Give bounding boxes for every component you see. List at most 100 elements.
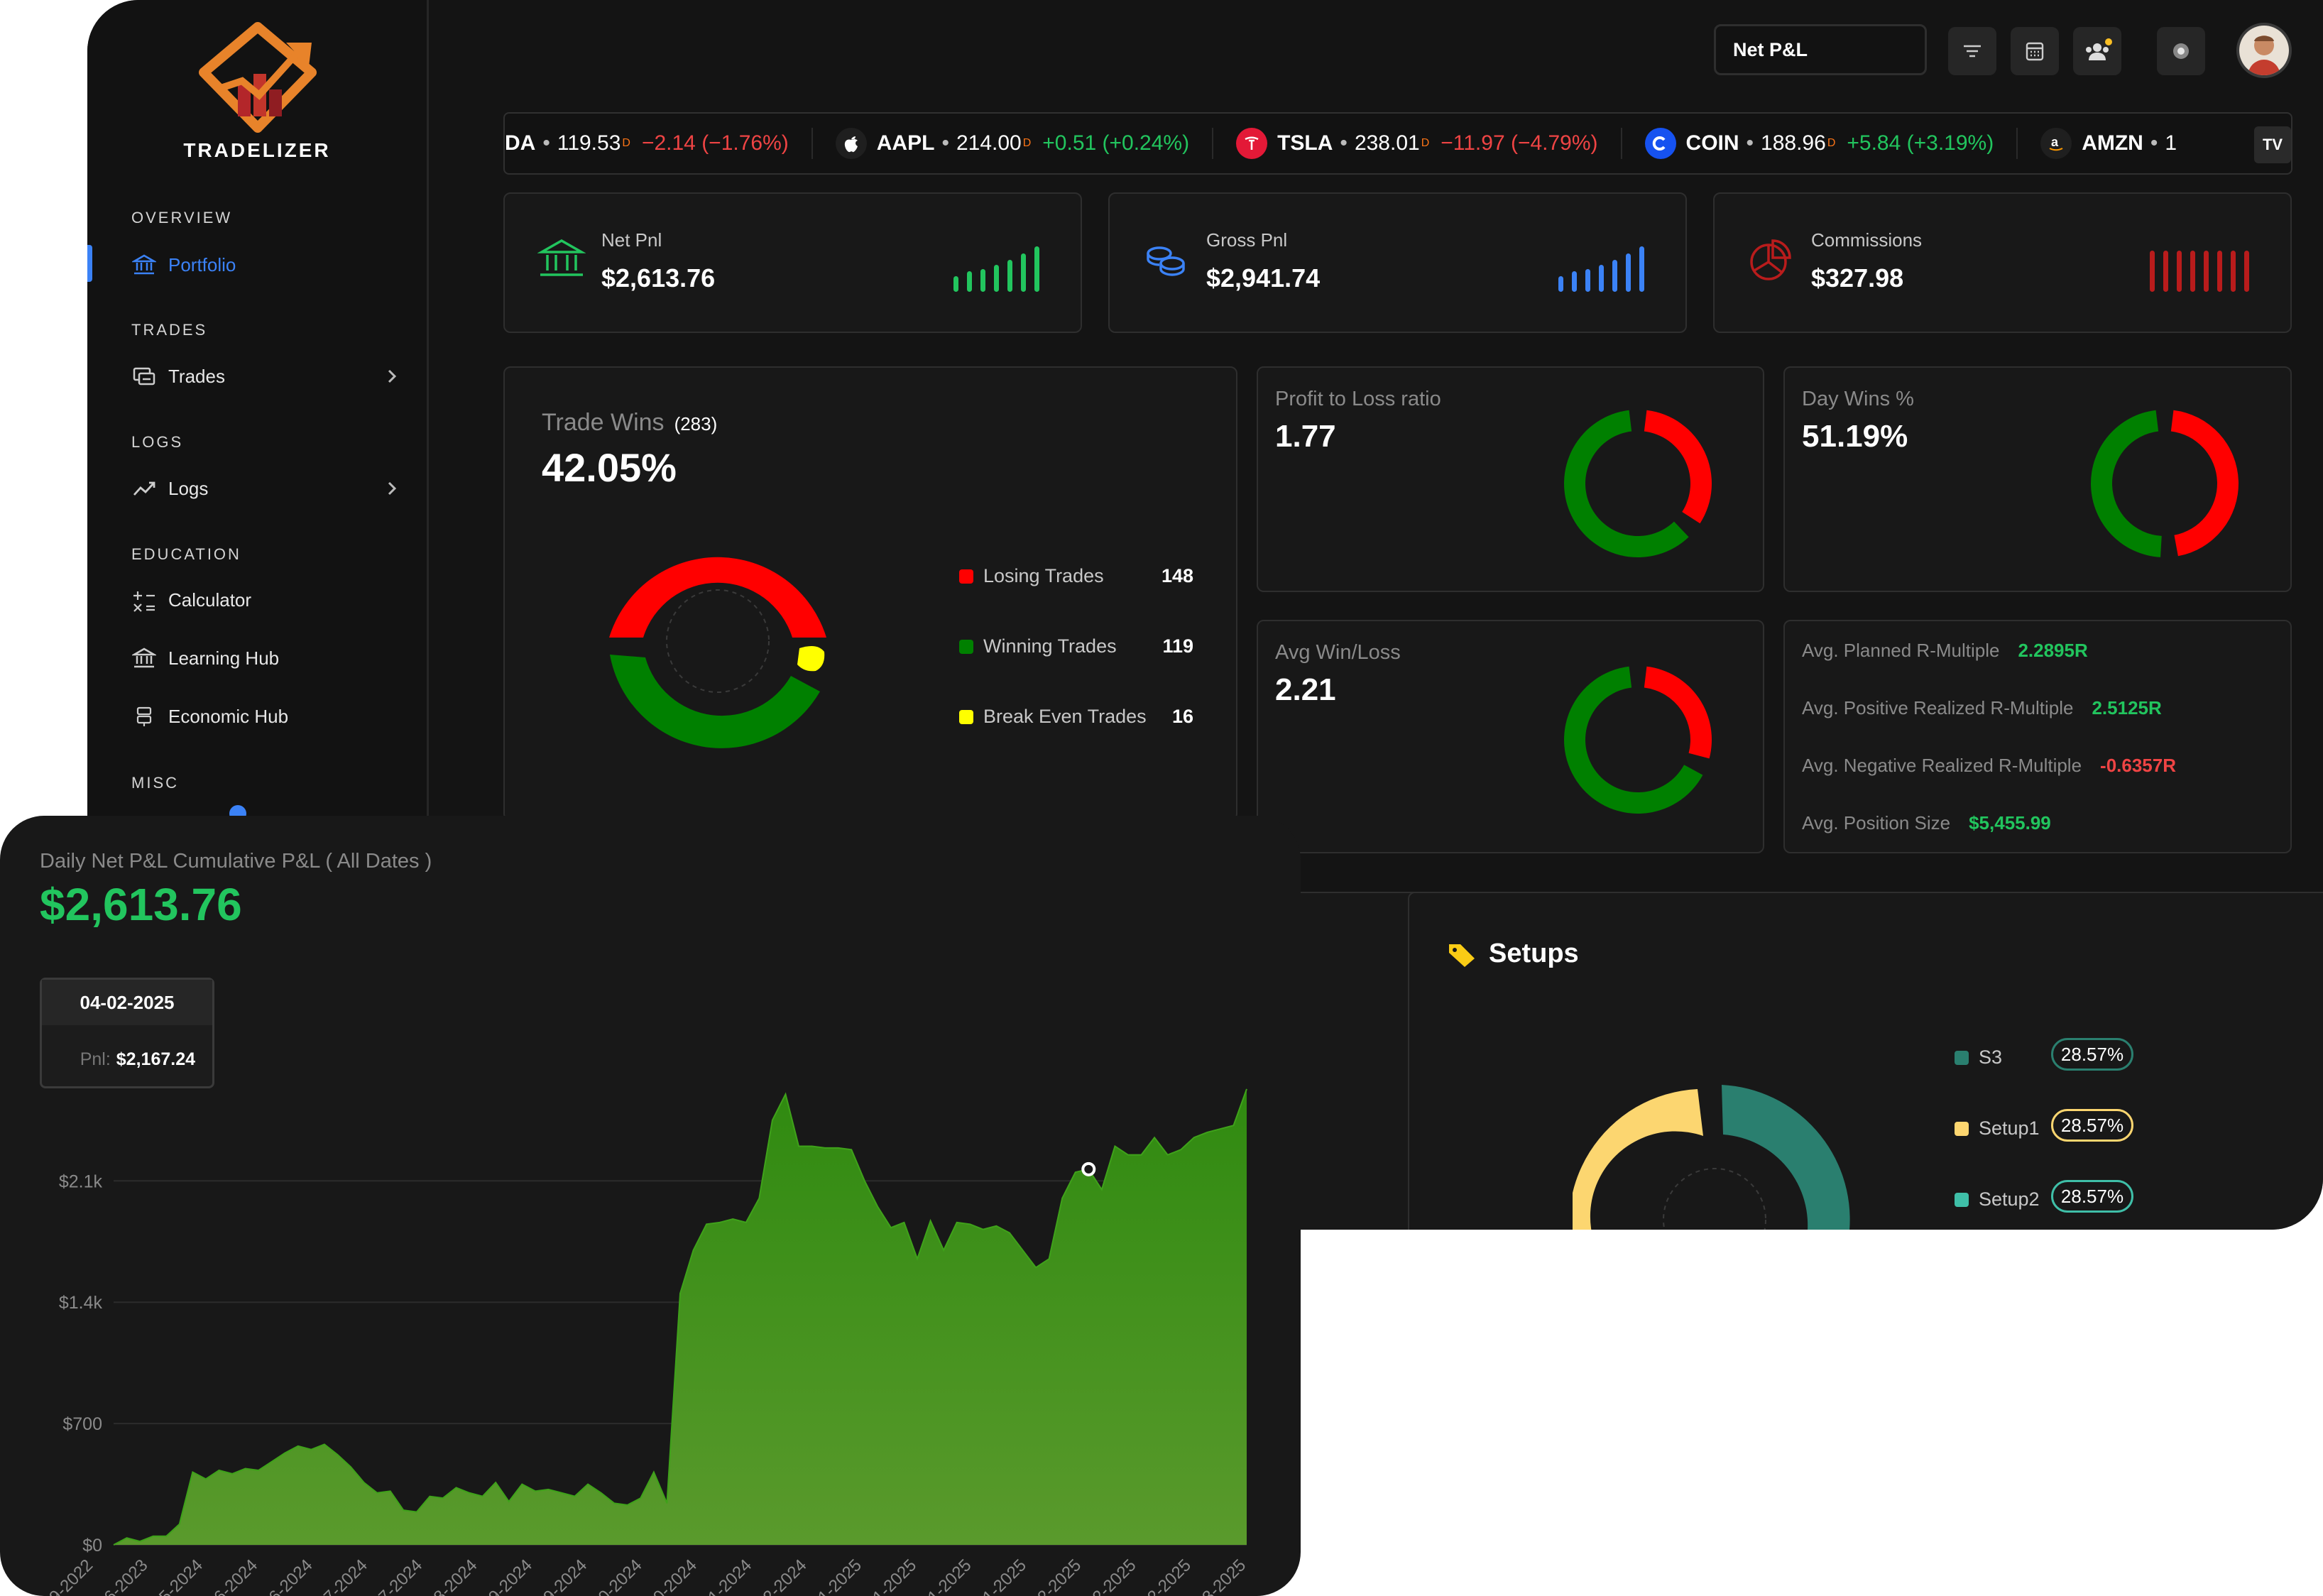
ticker-item[interactable]: TSLA • 238.01 D −11.97 (−4.79%) xyxy=(1213,128,1622,159)
y-tick-label: $1.4k xyxy=(59,1293,103,1313)
bank-icon xyxy=(131,252,157,278)
setup-label: Setup1 xyxy=(1979,1117,2040,1139)
sidebar-item-logs[interactable]: Logs xyxy=(131,472,401,505)
users-button[interactable] xyxy=(2073,27,2121,75)
ticker-delay-marker: D xyxy=(622,137,630,149)
ticker-item[interactable]: COIN • 188.96 D +5.84 (+3.19%) xyxy=(1622,128,2018,159)
donut-inner-ring xyxy=(1663,1168,1766,1230)
setup-row-s3: S3 28.57% xyxy=(1955,1038,2133,1071)
ring-loss-arc xyxy=(1644,410,1712,524)
sparkline-bars xyxy=(1558,246,1644,292)
avatar[interactable] xyxy=(2236,23,2292,78)
ticker-symbol: DA xyxy=(505,131,536,155)
legend-swatch xyxy=(1955,1192,1969,1207)
brand-name: TRADELIZER xyxy=(183,139,331,161)
sidebar-item-portfolio[interactable]: Portfolio xyxy=(131,248,401,281)
r-multiple-card: Avg. Planned R-Multiple 2.2895R Avg. Posi… xyxy=(1783,620,2292,853)
sidebar-item-learning-hub[interactable]: Learning Hub xyxy=(131,642,401,674)
sparkline-bar xyxy=(953,275,958,292)
setup-percent-badge: 28.57% xyxy=(2051,1180,2133,1213)
ring-loss-arc xyxy=(1644,666,1712,759)
cumulative-pnl-chart[interactable]: $0$700$1.4k$2.1k25-09-202208-06-202330-0… xyxy=(0,972,1301,1596)
sparkline-bar xyxy=(1599,264,1604,292)
ring-win-arc xyxy=(2091,410,2162,557)
chevron-right-icon xyxy=(383,366,401,392)
ring-loss-arc xyxy=(2170,410,2239,557)
ticker-price: 214.00 xyxy=(956,131,1022,155)
y-tick-label: $0 xyxy=(82,1536,102,1556)
day-wins-ring xyxy=(2091,410,2239,557)
sidebar-item-label: Trades xyxy=(168,365,225,387)
r-row-position-size: Avg. Position Size $5,455.99 xyxy=(1802,812,2051,834)
ticker-change: +0.51 (+0.24%) xyxy=(1042,131,1190,155)
tooltip-label: Pnl: xyxy=(80,1049,111,1069)
pnl-type-select[interactable]: Net P&L xyxy=(1714,24,1927,75)
legend-label: Break Even Trades xyxy=(983,706,1147,727)
r-row-planned: Avg. Planned R-Multiple 2.2895R xyxy=(1802,640,2088,662)
ring-win-arc xyxy=(1564,666,1703,814)
section-overview: OVERVIEW xyxy=(131,209,233,226)
ticker-delay-marker: D xyxy=(1827,137,1836,149)
winning-trades-slice xyxy=(610,655,820,748)
bank-icon xyxy=(537,239,586,276)
section-education: EDUCATION xyxy=(131,545,241,563)
pie-icon xyxy=(1750,239,1791,280)
tooltip-date: 04-02-2025 xyxy=(42,980,212,1025)
sparkline-bar xyxy=(1021,253,1026,292)
ticker-delay-marker: D xyxy=(1022,137,1032,149)
metric-label: Avg Win/Loss xyxy=(1275,641,1401,664)
sidebar-item-calculator[interactable]: Calculator xyxy=(131,584,401,616)
sparkline-bar xyxy=(2231,251,2236,292)
ticker-item[interactable]: DA • 119.53 D −2.14 (−1.76%) xyxy=(505,128,813,159)
legend-swatch xyxy=(959,569,973,584)
stat-card-gross-pnl: Gross Pnl $2,941.74 xyxy=(1108,192,1687,333)
r-label: Avg. Positive Realized R-Multiple xyxy=(1802,697,2074,718)
sidebar-item-trades[interactable]: Trades xyxy=(131,360,401,393)
trade-wins-card: Trade Wins (283) 42.05% Losing Trades 148… xyxy=(503,366,1237,821)
legend-label: Losing Trades xyxy=(983,565,1104,586)
stat-label: Net Pnl xyxy=(601,229,662,251)
setup-label: S3 xyxy=(1979,1046,2003,1068)
setup-row-setup2: Setup2 28.57% xyxy=(1955,1180,2133,1213)
user-photo xyxy=(2239,26,2289,75)
sparkline-bars xyxy=(953,246,1039,292)
ticker-item[interactable]: a AMZN • 1 xyxy=(2018,128,2199,159)
settings-icon xyxy=(2173,43,2189,59)
r-value: 2.2895R xyxy=(2018,640,2088,661)
metric-value: 2.21 xyxy=(1275,672,1336,707)
trade-wins-value: 42.05% xyxy=(542,445,677,490)
ticker-change: +5.84 (+3.19%) xyxy=(1847,131,1994,155)
sparkline-bar xyxy=(2177,251,2182,292)
avg-win-loss-ring xyxy=(1564,666,1712,814)
pnl-line xyxy=(113,1088,1247,1546)
users-icon xyxy=(2086,38,2112,60)
settings-button[interactable] xyxy=(2157,27,2205,75)
sparkline-bar xyxy=(2244,251,2249,292)
r-row-negative: Avg. Negative Realized R-Multiple -0.6357… xyxy=(1802,755,2176,777)
sidebar-item-economic-hub[interactable]: Economic Hub xyxy=(131,700,401,733)
ring-win-arc xyxy=(1564,410,1689,557)
r-label: Avg. Planned R-Multiple xyxy=(1802,640,2000,661)
break-even-slice xyxy=(797,645,825,672)
metric-value: 51.19% xyxy=(1802,419,1908,454)
sidebar-item-label: Portfolio xyxy=(168,253,236,275)
ticker-symbol: AAPL xyxy=(876,131,935,155)
hover-point[interactable] xyxy=(1081,1162,1096,1176)
stat-label: Commissions xyxy=(1811,229,1923,251)
calendar-button[interactable] xyxy=(2011,27,2059,75)
sparkline-bar xyxy=(2163,251,2168,292)
ticker-price: 238.01 xyxy=(1354,131,1420,155)
tesla-icon xyxy=(1236,128,1268,159)
legend-swatch xyxy=(959,639,973,654)
trend-icon xyxy=(131,476,157,501)
calendar-icon xyxy=(2026,42,2044,61)
sidebar-item-label: Calculator xyxy=(168,589,252,611)
tooltip-row: Pnl: $2,167.24 xyxy=(80,1049,195,1070)
trade-wins-donut xyxy=(609,557,826,748)
ticker-item[interactable]: AAPL • 214.00 D +0.51 (+0.24%) xyxy=(813,128,1214,159)
svg-text:a: a xyxy=(2051,135,2059,149)
filter-button[interactable] xyxy=(1948,27,1996,75)
day-wins-card: Day Wins % 51.19% xyxy=(1783,366,2292,592)
sparkline-bar xyxy=(1585,269,1590,292)
tradingview-badge[interactable]: TV xyxy=(2254,126,2291,163)
